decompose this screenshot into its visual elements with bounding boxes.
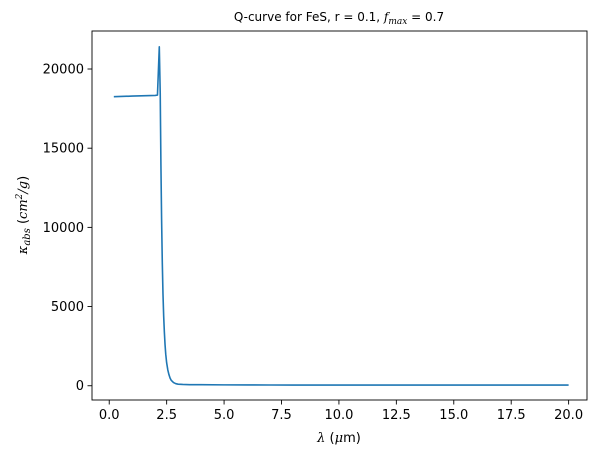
y-ticks: 0 5000 10000 15000 20000 [43, 63, 92, 394]
y-tick-label: 15000 [43, 142, 84, 157]
x-tick-label: 7.5 [271, 408, 292, 423]
plot-area [91, 30, 588, 401]
x-tick-label: 17.5 [497, 408, 526, 423]
x-tick-label: 12.5 [382, 408, 411, 423]
y-tick-label: 0 [76, 379, 84, 394]
y-axis-label: κabs (cm2/g) [15, 176, 33, 255]
y-tick-label: 5000 [51, 300, 84, 315]
x-tick-label: 5.0 [214, 408, 235, 423]
x-tick-label: 15.0 [439, 408, 468, 423]
y-tick-label: 20000 [43, 63, 84, 78]
x-tick-label: 20.0 [554, 408, 583, 423]
y-tick-label: 10000 [43, 221, 84, 236]
x-axis-label: λ (μm) [316, 431, 361, 446]
chart-title-f-sub: max [388, 17, 407, 27]
x-tick-label: 0.0 [99, 408, 120, 423]
chart-title: Q-curve for FeS, r = 0.1, fmax = 0.7 [234, 10, 444, 27]
x-tick-label: 10.0 [324, 408, 353, 423]
series-line [113, 46, 569, 386]
chart-title-f: f [383, 10, 391, 24]
chart-title-suffix: = 0.7 [407, 10, 444, 24]
x-tick-label: 2.5 [156, 408, 177, 423]
x-ticks: 0.0 2.5 5.0 7.5 10.0 12.5 15.0 17.5 20.0 [99, 400, 583, 423]
chart-title-prefix: Q-curve for FeS, r = 0.1, [234, 10, 384, 24]
